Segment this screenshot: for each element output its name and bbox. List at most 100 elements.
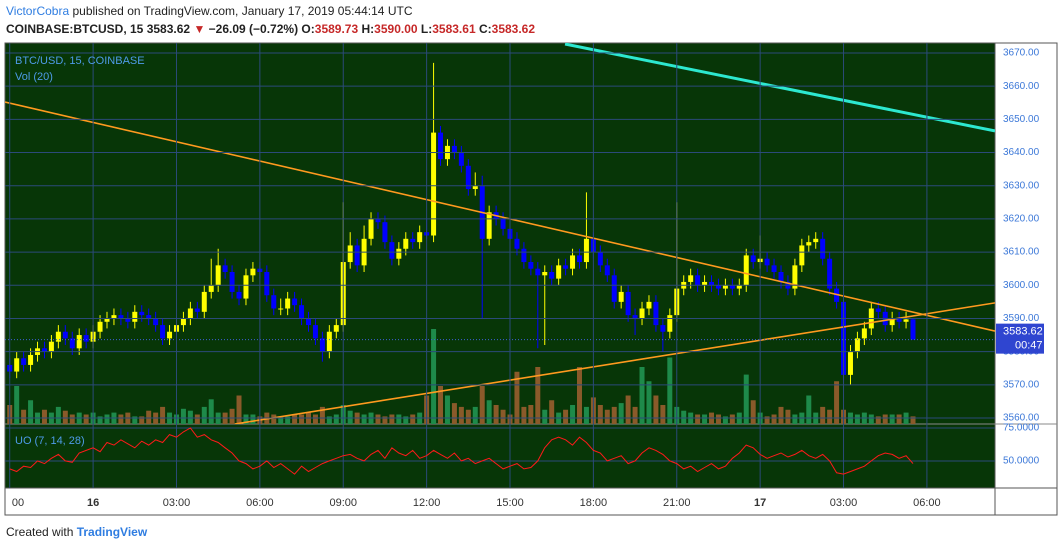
candle-body — [611, 275, 617, 302]
candle-body — [903, 319, 909, 322]
volume-bar — [910, 416, 916, 424]
volume-bar — [563, 409, 569, 424]
candle-body — [514, 238, 520, 249]
candle-body — [111, 315, 117, 319]
volume-bar — [576, 367, 582, 424]
candle-body — [465, 165, 471, 190]
candle-body — [118, 315, 124, 319]
candle-body — [563, 265, 569, 269]
candle-body — [695, 275, 701, 286]
candle-body — [896, 318, 902, 322]
volume-bar — [528, 405, 534, 424]
candle-body — [604, 265, 610, 276]
y-tick-label: 50.0000 — [1003, 456, 1040, 467]
y-tick-label: 3560.00 — [1003, 413, 1040, 424]
header-line: VictorCobra published on TradingView.com… — [6, 4, 413, 18]
volume-bar — [715, 414, 721, 424]
candle-body — [389, 242, 395, 259]
candle-body — [292, 298, 298, 306]
y-tick-label: 3630.00 — [1003, 180, 1040, 191]
candle-body — [48, 341, 54, 352]
candle-body — [28, 354, 34, 365]
volume-bar — [104, 414, 110, 424]
volume-bar — [146, 410, 152, 424]
candle-body — [326, 331, 332, 352]
candle-body — [438, 132, 444, 160]
countdown: 00:47 — [1015, 340, 1043, 352]
x-tick-label: 00 — [12, 497, 24, 509]
volume-bar — [62, 410, 68, 424]
volume-bar — [500, 409, 506, 424]
volume-bar — [882, 414, 888, 424]
candle-body — [160, 325, 166, 339]
candle-body — [820, 238, 826, 259]
candle-body — [709, 281, 715, 286]
volume-bar — [472, 406, 478, 424]
volume-bar — [465, 409, 471, 424]
volume-bar — [389, 414, 395, 424]
candle-body — [653, 301, 659, 326]
volume-bar — [521, 406, 527, 424]
y-tick-label: 3620.00 — [1003, 214, 1040, 225]
footer-text: Created with — [6, 525, 73, 539]
candle-body — [250, 268, 256, 276]
candle-body — [41, 348, 47, 352]
volume-bar — [243, 414, 249, 424]
indicator-line — [9, 427, 914, 475]
volume-bar — [827, 409, 833, 424]
candle-body — [69, 338, 75, 349]
pane-title: BTC/USD, 15, COINBASE — [15, 55, 145, 67]
y-tick-label: 3600.00 — [1003, 280, 1040, 291]
volume-bar — [69, 414, 75, 424]
candle-body — [229, 271, 235, 292]
candle-body — [750, 255, 756, 263]
candle-body — [215, 265, 221, 286]
volume-bar — [896, 414, 902, 424]
candle-body — [528, 262, 534, 269]
candle-body — [792, 265, 798, 289]
candle-body — [486, 212, 492, 239]
x-tick-label: 09:00 — [329, 497, 357, 509]
volume-bar — [396, 414, 402, 424]
volume-bar — [681, 410, 687, 424]
y-tick-label: 3650.00 — [1003, 114, 1040, 125]
candle-body — [431, 132, 437, 236]
volume-bar — [382, 416, 388, 424]
candle-body — [222, 265, 228, 272]
brand[interactable]: TradingView — [77, 525, 148, 539]
author[interactable]: VictorCobra — [6, 4, 69, 18]
volume-bar — [28, 400, 34, 424]
volume-bar — [118, 414, 124, 424]
candle-body — [875, 308, 881, 312]
candle-body — [21, 358, 27, 365]
volume-bar — [361, 414, 367, 424]
volume-bar — [820, 406, 826, 424]
y-tick-label: 75.0000 — [1003, 423, 1040, 434]
candle-body — [660, 325, 666, 332]
x-tick-label: 17 — [754, 497, 766, 509]
candle-body — [521, 248, 527, 263]
candle-body — [410, 238, 416, 243]
volume-bar — [771, 414, 777, 424]
ohlc-value: 3589.73 — [315, 22, 359, 36]
volume-bar — [729, 414, 735, 424]
candle-body — [333, 325, 339, 332]
volume-bar — [458, 406, 464, 424]
volume-bar — [660, 405, 666, 424]
candle-body — [354, 245, 360, 266]
candle-body — [396, 248, 402, 259]
last: 3583.62 — [147, 22, 191, 36]
volume-bar — [750, 400, 756, 424]
candle-body — [125, 318, 131, 322]
candle-body — [180, 318, 186, 326]
candle-body — [632, 315, 638, 319]
volume-bar — [702, 414, 708, 424]
volume-bar — [347, 410, 353, 424]
symbol-line: COINBASE:BTCUSD, 15 3583.62 ▼ −26.09 (−0… — [6, 22, 535, 36]
trendline — [234, 302, 995, 424]
x-tick-label: 03:00 — [163, 497, 191, 509]
volume-bar — [83, 414, 89, 424]
footer: Created with TradingView — [6, 525, 148, 539]
volume-bar — [299, 414, 305, 424]
volume-bar — [868, 414, 874, 424]
